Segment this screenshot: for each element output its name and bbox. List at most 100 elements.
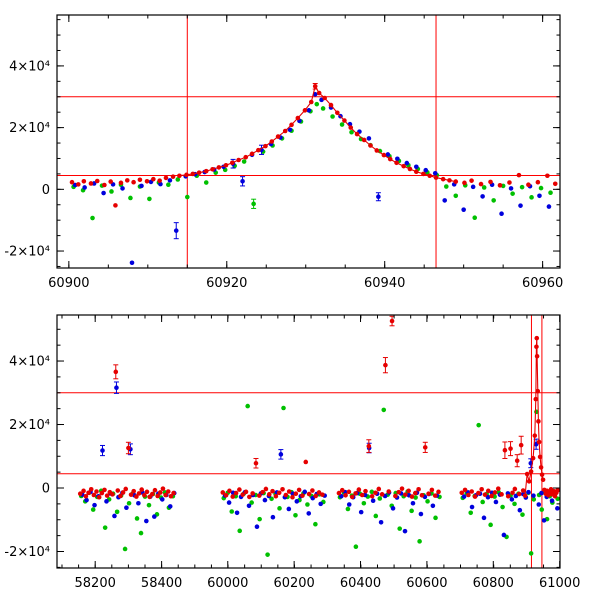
data-point [346, 502, 352, 507]
data-point [369, 489, 375, 495]
data-point [260, 489, 265, 495]
data-point [270, 514, 276, 520]
data-point [390, 506, 396, 511]
data-point [468, 510, 474, 516]
data-point [480, 499, 485, 505]
data-point [338, 493, 344, 499]
data-point [492, 490, 498, 495]
x-tick-label: 58200 [75, 576, 116, 591]
data-point [499, 492, 504, 497]
data-point [443, 184, 449, 189]
data-point [366, 443, 372, 449]
data-point [516, 172, 522, 178]
data-point [77, 491, 83, 497]
data-point [150, 491, 155, 497]
data-point [409, 494, 415, 499]
data-point [488, 179, 493, 185]
data-point [123, 486, 129, 492]
x-tick-label: 60940 [364, 276, 405, 291]
data-point [529, 195, 534, 200]
data-point [501, 532, 507, 538]
data-point [81, 179, 87, 184]
data-point [426, 491, 431, 497]
data-point [131, 488, 137, 494]
x-tick-label: 58400 [141, 576, 182, 591]
data-point [505, 493, 511, 499]
data-point [166, 182, 171, 187]
data-point [508, 186, 514, 191]
data-point [413, 164, 419, 170]
data-point [546, 493, 551, 498]
data-point [247, 494, 252, 500]
data-point [250, 491, 255, 496]
data-point [138, 530, 144, 536]
data-point [481, 185, 487, 190]
data-point [453, 193, 459, 199]
data-point [94, 489, 99, 494]
x-tick-label: 60400 [340, 576, 381, 591]
data-point [234, 510, 240, 516]
y-tick-label: 0 [42, 482, 50, 497]
data-point [343, 493, 348, 498]
data-point [416, 486, 421, 492]
data-point [109, 189, 114, 194]
data-point [472, 215, 478, 221]
data-point [518, 442, 524, 448]
data-point [535, 179, 541, 185]
data-point [430, 503, 436, 509]
data-point [136, 491, 142, 496]
data-point [376, 194, 381, 200]
y-tick-label: -2×10⁴ [4, 245, 50, 260]
data-point [229, 509, 235, 514]
x-tick-label: 60000 [207, 576, 248, 591]
data-point [339, 487, 345, 493]
series-green [78, 403, 560, 557]
data-point [251, 201, 256, 207]
data-point [112, 513, 117, 519]
data-point [306, 108, 312, 113]
data-point [241, 159, 247, 164]
data-point [555, 487, 560, 493]
fit-curve [179, 84, 456, 183]
data-point [489, 493, 494, 499]
data-point [96, 494, 102, 500]
data-point [306, 491, 312, 497]
data-point [90, 215, 95, 221]
data-point [432, 493, 438, 498]
data-point [381, 407, 387, 413]
data-point [330, 114, 335, 119]
data-point [223, 493, 229, 498]
data-point [163, 492, 168, 498]
data-point [305, 502, 310, 507]
series-red [77, 315, 560, 500]
data-point [396, 489, 401, 495]
data-point [497, 183, 503, 188]
data-point [102, 182, 107, 188]
data-point [423, 167, 429, 173]
data-point [159, 497, 165, 502]
data-point [126, 445, 131, 451]
data-point [366, 136, 372, 141]
data-point [243, 489, 249, 495]
data-point [170, 174, 176, 179]
data-point [237, 528, 243, 534]
data-point [115, 488, 121, 493]
x-tick-label: 60200 [273, 576, 314, 591]
data-point [318, 501, 323, 507]
data-point [520, 512, 525, 517]
data-point [502, 447, 508, 453]
data-point [480, 194, 485, 199]
data-point [240, 492, 245, 497]
series-green [71, 101, 553, 221]
data-point [349, 494, 355, 500]
data-point [137, 177, 143, 183]
data-point [139, 487, 144, 492]
data-point [379, 492, 385, 497]
data-point [349, 129, 354, 135]
data-point [263, 486, 269, 492]
data-point [404, 160, 410, 166]
data-point [389, 318, 395, 324]
data-point [253, 460, 259, 466]
data-point [246, 503, 252, 509]
data-point [124, 505, 129, 510]
